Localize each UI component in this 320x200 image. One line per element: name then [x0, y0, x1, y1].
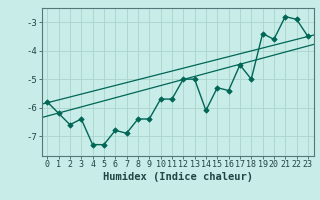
X-axis label: Humidex (Indice chaleur): Humidex (Indice chaleur)	[103, 172, 252, 182]
